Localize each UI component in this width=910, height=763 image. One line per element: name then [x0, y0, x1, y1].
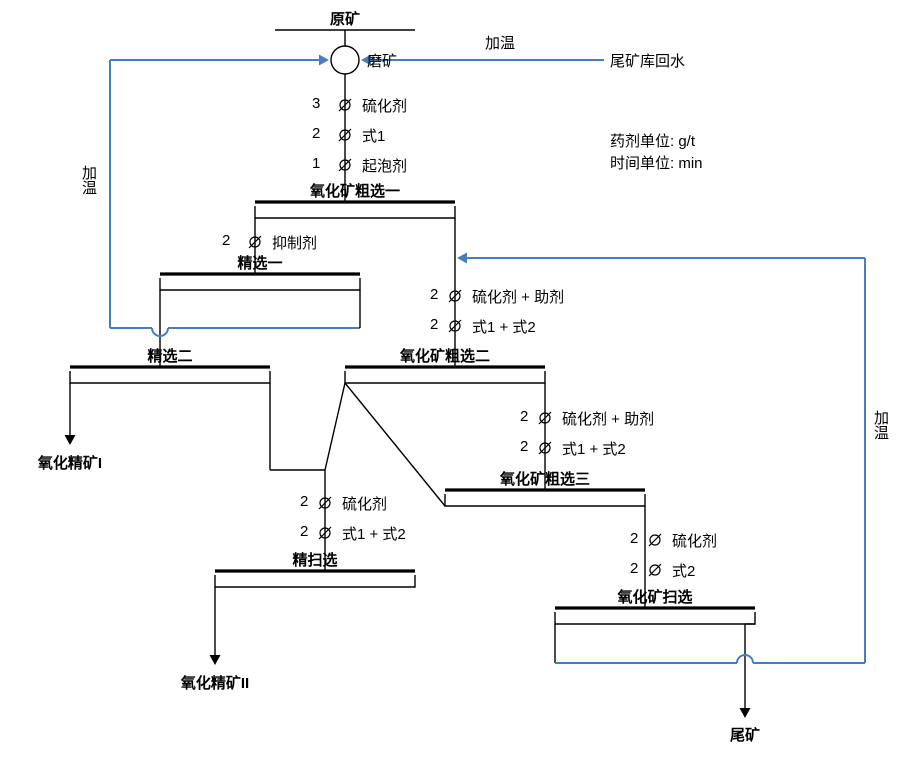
- label-conc2: 氧化精矿II: [181, 672, 249, 693]
- dose-num-6: 2: [520, 408, 528, 425]
- cell-title-clean1: 精选一: [237, 252, 282, 273]
- dose-label-6: 硫化剂 + 助剂: [562, 408, 654, 429]
- label-raw-ore: 原矿: [330, 8, 360, 29]
- dose-label-10: 硫化剂: [342, 493, 387, 514]
- label-tailings: 尾矿: [730, 724, 760, 745]
- dose-label-2: 起泡剂: [362, 155, 407, 176]
- dose-label-3: 抑制剂: [272, 232, 317, 253]
- dose-num-0: 3: [312, 95, 320, 112]
- dose-num-1: 2: [312, 125, 320, 142]
- cell-title-rough2: 氧化矿粗选二: [400, 345, 490, 366]
- label-heat-right: 加温: [870, 410, 891, 440]
- dose-label-11: 式1 + 式2: [342, 523, 406, 544]
- dose-num-3: 2: [222, 232, 230, 249]
- label-grind: 磨矿: [367, 50, 397, 71]
- label-units-time: 时间单位: min: [610, 152, 703, 173]
- dose-num-7: 2: [520, 438, 528, 455]
- dose-num-5: 2: [430, 316, 438, 333]
- cell-title-rough1: 氧化矿粗选一: [310, 180, 400, 201]
- dose-num-8: 2: [630, 530, 638, 547]
- dose-label-1: 式1: [362, 125, 385, 146]
- dose-label-8: 硫化剂: [672, 530, 717, 551]
- dose-num-9: 2: [630, 560, 638, 577]
- dose-label-0: 硫化剂: [362, 95, 407, 116]
- dose-label-4: 硫化剂 + 助剂: [472, 286, 564, 307]
- cell-title-clean2: 精选二: [147, 345, 192, 366]
- label-return-water: 尾矿库回水: [610, 50, 685, 71]
- flowchart-stage: 原矿磨矿尾矿库回水加温药剂单位: g/t时间单位: min氧化矿粗选一精选一精选…: [0, 0, 910, 763]
- dose-label-7: 式1 + 式2: [562, 438, 626, 459]
- dose-num-2: 1: [312, 155, 320, 172]
- dose-num-10: 2: [300, 493, 308, 510]
- cell-title-clean_scav: 精扫选: [292, 549, 337, 570]
- label-conc1: 氧化精矿I: [38, 452, 102, 473]
- label-heat-left: 加温: [78, 165, 99, 195]
- cell-title-scav: 氧化矿扫选: [617, 586, 692, 607]
- cell-title-rough3: 氧化矿粗选三: [500, 468, 590, 489]
- label-units-reagent: 药剂单位: g/t: [610, 130, 695, 151]
- dose-num-4: 2: [430, 286, 438, 303]
- dose-label-9: 式2: [672, 560, 695, 581]
- label-heat-top: 加温: [485, 32, 515, 53]
- flowchart-svg: [0, 0, 910, 763]
- dose-label-5: 式1 + 式2: [472, 316, 536, 337]
- dose-num-11: 2: [300, 523, 308, 540]
